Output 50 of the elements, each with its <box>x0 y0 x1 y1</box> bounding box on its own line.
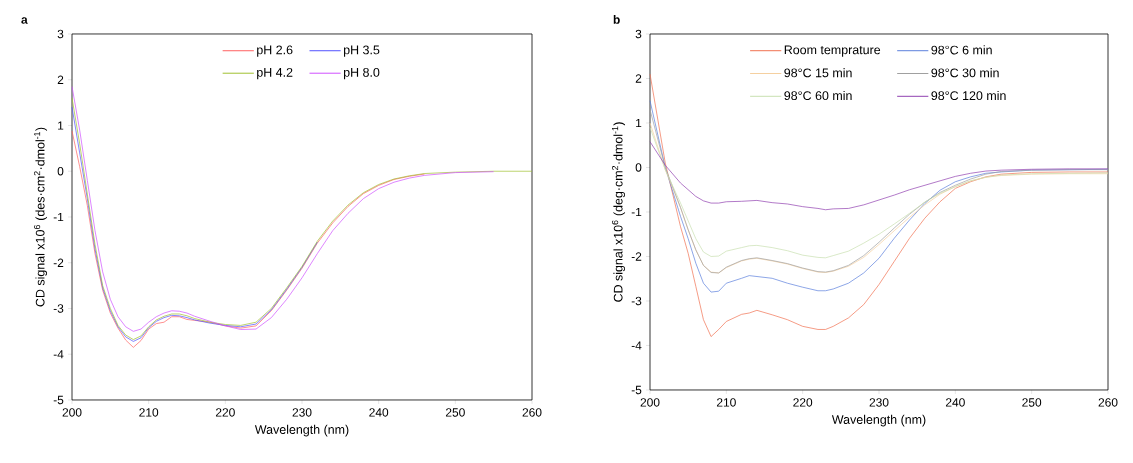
y-axis-title: CD signal x10$^{6}$ (deg·cm$^{2}$·dmol$^{-1}$) <box>612 122 626 302</box>
y-tick-label: 1 <box>636 118 642 128</box>
y-tick-label: -2 <box>631 252 642 261</box>
legend-label: pH 8.0 <box>343 67 380 80</box>
line-series <box>71 106 318 342</box>
legend-label: 98°C 15 min <box>784 68 852 78</box>
legend-label: 98°C 60 min <box>784 90 852 101</box>
y-tick-label: 2 <box>57 75 64 84</box>
legend-label: 98°C 120 min <box>931 90 1006 101</box>
x-tick-label: 240 <box>945 398 965 407</box>
x-tick-label: 220 <box>793 398 813 407</box>
y-tick-label: 1 <box>58 121 64 130</box>
y-tick-label: 2 <box>635 74 642 83</box>
x-axis-title: Wavelength (nm) <box>831 414 926 427</box>
x-tick-label: 250 <box>1022 398 1042 407</box>
x-tick-label: 200 <box>640 398 660 407</box>
y-tick-label: 0 <box>635 163 642 172</box>
x-tick-label: 260 <box>522 408 542 417</box>
y-tick-label: -4 <box>53 350 64 359</box>
x-tick-label: 230 <box>292 408 312 417</box>
x-axis-title: Wavelength (nm) <box>254 424 349 437</box>
y-tick-label: 3 <box>635 29 642 39</box>
x-tick-label: 260 <box>1098 398 1118 407</box>
y-tick-label: 3 <box>57 29 64 39</box>
y-tick-label: 0 <box>57 167 64 176</box>
legend-label: pH 4.2 <box>257 67 293 80</box>
x-tick-label: 250 <box>445 408 465 417</box>
chart-title: b <box>613 15 620 24</box>
y-tick-label: -1 <box>631 207 642 217</box>
y-axis-title: CD signal x10$^{6}$ (des·cm$^{2}$·dmol$^{-1}$) <box>34 127 48 307</box>
chart-title: a <box>21 17 28 24</box>
legend-label: 98°C 30 min <box>931 68 999 78</box>
y-tick-label: -1 <box>53 212 64 222</box>
x-tick-label: 210 <box>139 408 159 417</box>
y-tick-label: -5 <box>53 395 64 405</box>
legend-label: 98°C 6 min <box>931 45 992 55</box>
y-tick-label: -4 <box>631 341 642 350</box>
y-tick-label: -3 <box>631 296 642 306</box>
y-tick-label: -2 <box>53 258 64 267</box>
line-series <box>71 130 426 348</box>
legend-label: pH 2.6 <box>257 45 293 57</box>
x-tick-label: 230 <box>869 398 889 407</box>
x-tick-label: 210 <box>716 398 736 407</box>
y-tick-label: -5 <box>631 385 642 395</box>
x-tick-label: 200 <box>62 408 82 417</box>
y-tick-label: -3 <box>53 304 64 313</box>
legend-label: Room temprature <box>784 45 881 57</box>
legend-label: pH 3.5 <box>343 45 380 57</box>
x-tick-label: 240 <box>369 408 389 417</box>
x-tick-label: 220 <box>215 408 235 417</box>
